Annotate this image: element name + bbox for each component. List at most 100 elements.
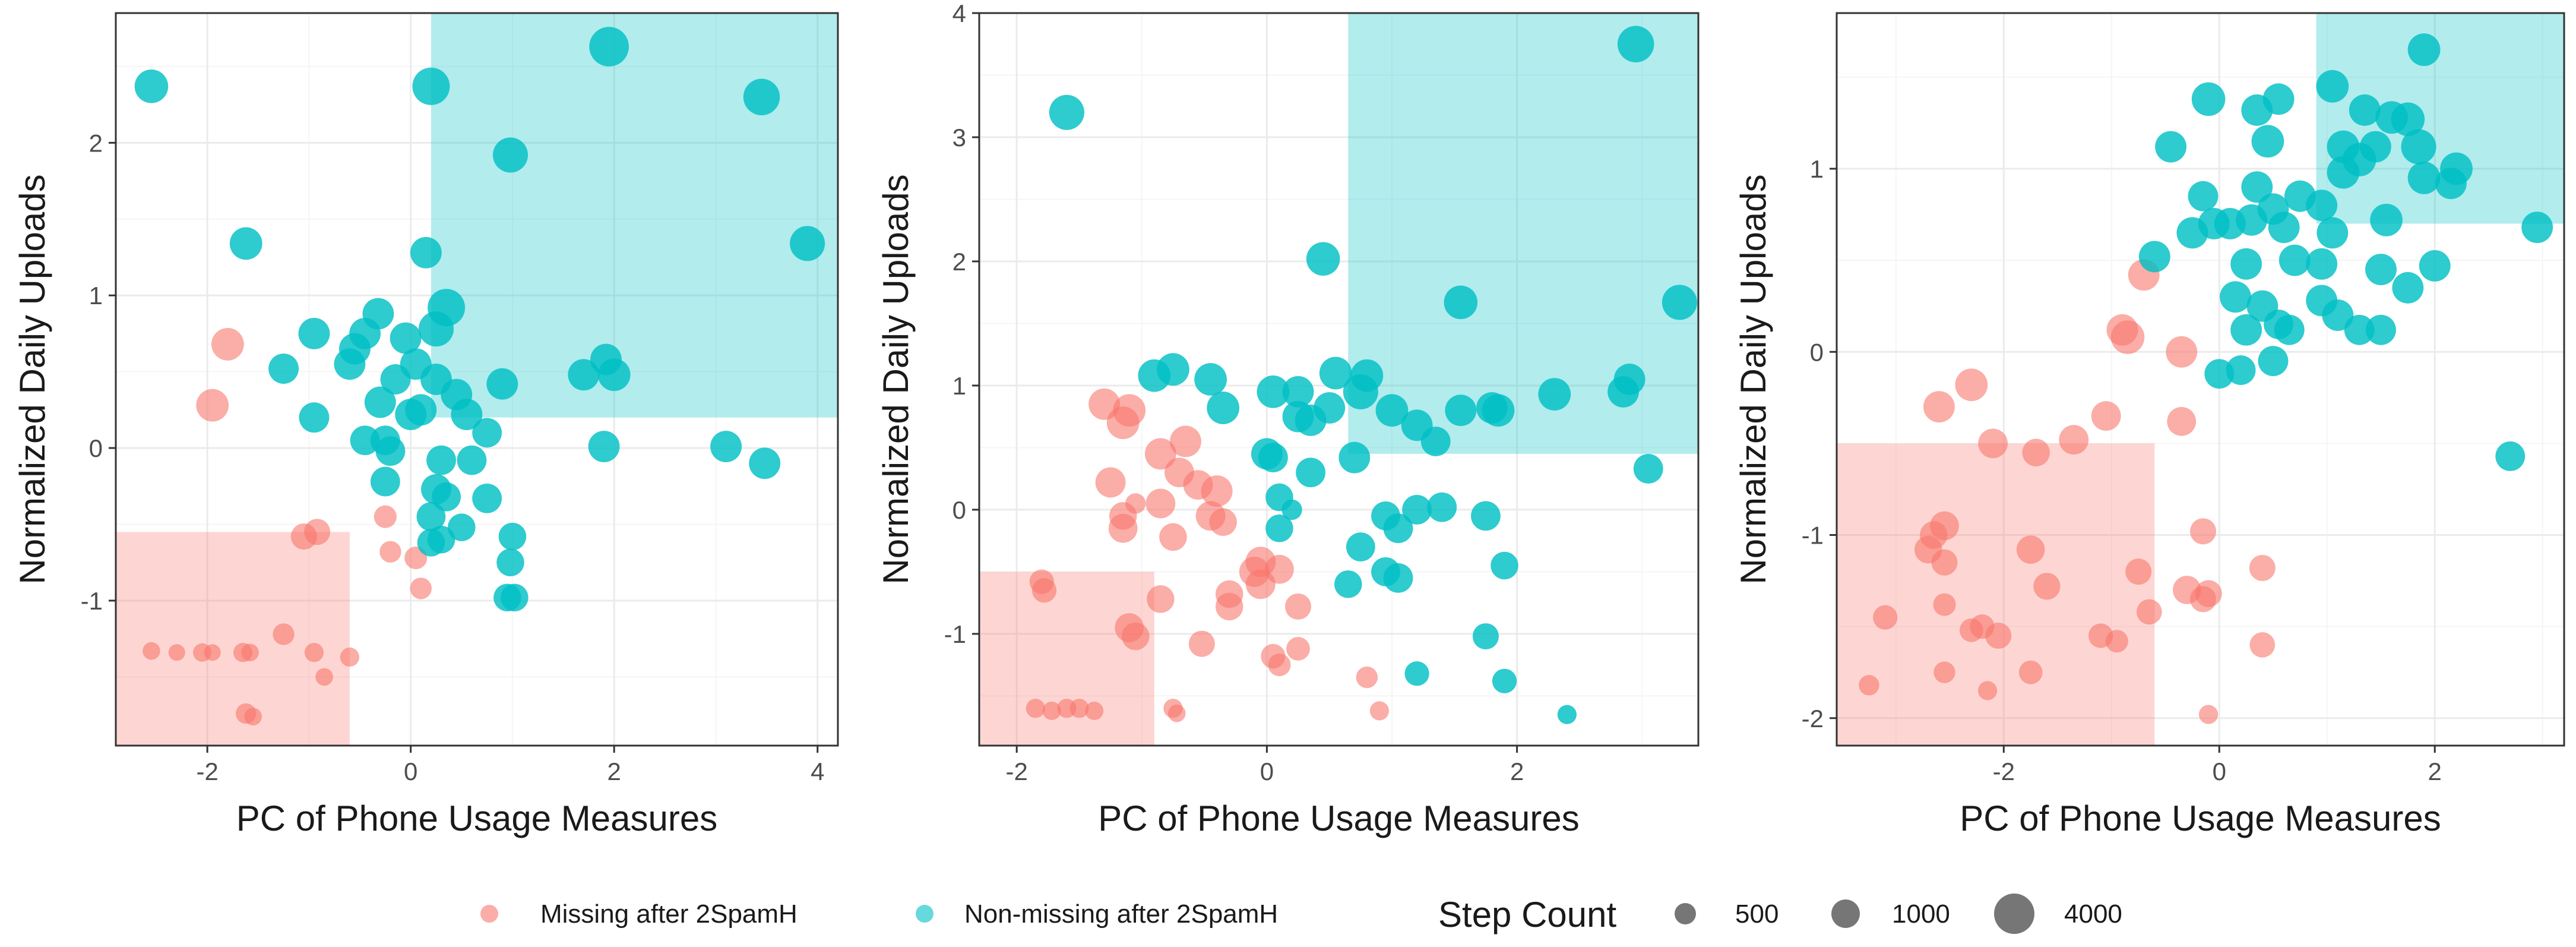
scatter-panel-1: -2 0 2 4 -1 0 1 2 PC of Phone Usage Measures Norm… <box>12 12 839 838</box>
missing-point <box>1106 406 1140 440</box>
nonmissing-point <box>2327 156 2360 189</box>
missing-point <box>2016 535 2045 564</box>
nonmissing-point <box>412 67 450 105</box>
missing-point <box>2105 630 2128 653</box>
x-tick-label: 0 <box>2213 757 2226 785</box>
missing-point <box>1167 704 1186 722</box>
missing-point <box>1170 425 1201 457</box>
nonmissing-point <box>1427 492 1457 522</box>
missing-point <box>168 644 185 661</box>
x-axis-title: PC of Phone Usage Measures <box>236 798 717 838</box>
nonmissing-point <box>1258 443 1288 473</box>
missing-point <box>410 577 432 599</box>
missing-point <box>1108 513 1138 543</box>
missing-region <box>1837 443 2155 746</box>
nonmissing-point <box>496 548 524 576</box>
missing-point <box>1859 675 1879 696</box>
y-tick-label: -1 <box>944 620 966 648</box>
nonmissing-point <box>2419 250 2451 282</box>
nonmissing-point <box>268 353 299 384</box>
nonmissing-point <box>134 70 169 103</box>
missing-point <box>2125 558 2152 585</box>
panel-border <box>978 12 1700 747</box>
nonmissing-point <box>1282 375 1314 408</box>
nonmissing-point <box>710 431 742 462</box>
missing-point <box>1069 699 1089 718</box>
y-tick-label: 4 <box>952 0 966 27</box>
y-tick-label: 1 <box>952 372 966 400</box>
nonmissing-point <box>1471 501 1501 531</box>
missing-point <box>244 708 262 726</box>
panel-border <box>115 12 839 747</box>
y-tick-label: 1 <box>89 282 103 310</box>
nonmissing-point <box>2138 241 2170 273</box>
nonmissing-point <box>2316 70 2349 103</box>
missing-series <box>143 328 432 726</box>
nonmissing-point <box>2521 212 2553 244</box>
nonmissing-point <box>2230 248 2262 280</box>
nonmissing-point <box>1257 375 1290 408</box>
missing-point <box>2091 401 2121 431</box>
nonmissing-point <box>486 368 518 400</box>
missing-point <box>2018 660 2043 684</box>
nonmissing-point <box>2258 346 2289 377</box>
x-tick-label: -2 <box>1993 757 2015 785</box>
nonmissing-point <box>749 447 781 479</box>
nonmissing-point <box>390 322 422 354</box>
nonmissing-point <box>2366 314 2396 345</box>
nonmissing-point <box>2220 281 2251 313</box>
missing-point <box>1933 593 1956 616</box>
nonmissing-point <box>2495 441 2526 471</box>
y-tick-label: -2 <box>1802 705 1824 733</box>
missing-point <box>196 389 229 422</box>
nonmissing-point <box>2251 125 2284 158</box>
nonmissing-point <box>1402 495 1432 525</box>
nonmissing-point <box>362 298 394 330</box>
x-axis-title: PC of Phone Usage Measures <box>1960 798 2441 838</box>
missing-point <box>1144 438 1176 470</box>
nonmissing-point <box>1350 359 1384 392</box>
nonmissing-point <box>2370 203 2403 236</box>
nonmissing-point <box>2155 131 2187 163</box>
nonmissing-point <box>1346 532 1375 562</box>
nonmissing-point <box>1444 285 1478 320</box>
nonmissing-point <box>1265 514 1293 542</box>
missing-point <box>1245 569 1276 599</box>
nonmissing-point <box>298 317 330 349</box>
scatter-panel-2: -2 0 2 -1 0 1 2 3 4 PC of Phone Usage Measures Nor… <box>876 0 1700 838</box>
missing-point <box>143 642 160 660</box>
missing-series <box>1026 388 1390 722</box>
legend-label-nonmissing: Non-missing after 2SpamH <box>964 899 1278 929</box>
missing-point <box>1959 618 1983 642</box>
nonmissing-point <box>2230 314 2262 346</box>
missing-point <box>374 505 397 528</box>
nonmissing-point <box>451 399 483 431</box>
missing-point <box>1031 578 1057 603</box>
nonmissing-point <box>1617 26 1654 62</box>
missing-point <box>1923 391 1955 423</box>
missing-point <box>2033 573 2061 600</box>
legend-size-1000-marker <box>1831 899 1860 928</box>
missing-point <box>2136 599 2162 625</box>
nonmissing-point <box>1049 94 1084 130</box>
missing-point <box>1147 585 1175 613</box>
missing-point <box>1931 549 1958 576</box>
nonmissing-point <box>1375 394 1409 427</box>
missing-point <box>2190 586 2217 613</box>
panel-border <box>1836 12 2565 747</box>
nonmissing-point <box>229 227 262 260</box>
legend-size-4000-label: 4000 <box>2064 899 2122 929</box>
legend-size-4000-marker <box>1994 894 2034 934</box>
nonmissing-point <box>597 358 631 392</box>
nonmissing-point <box>472 483 502 513</box>
nonmissing-point <box>375 436 406 466</box>
nonmissing-point <box>2278 244 2311 276</box>
missing-point <box>2249 554 2276 581</box>
nonmissing-point <box>2365 254 2397 285</box>
nonmissing-point <box>426 445 456 475</box>
missing-point <box>273 623 295 645</box>
nonmissing-point <box>299 402 330 433</box>
nonmissing-point <box>2236 204 2268 236</box>
nonmissing-point <box>364 386 396 418</box>
missing-point <box>304 519 331 545</box>
